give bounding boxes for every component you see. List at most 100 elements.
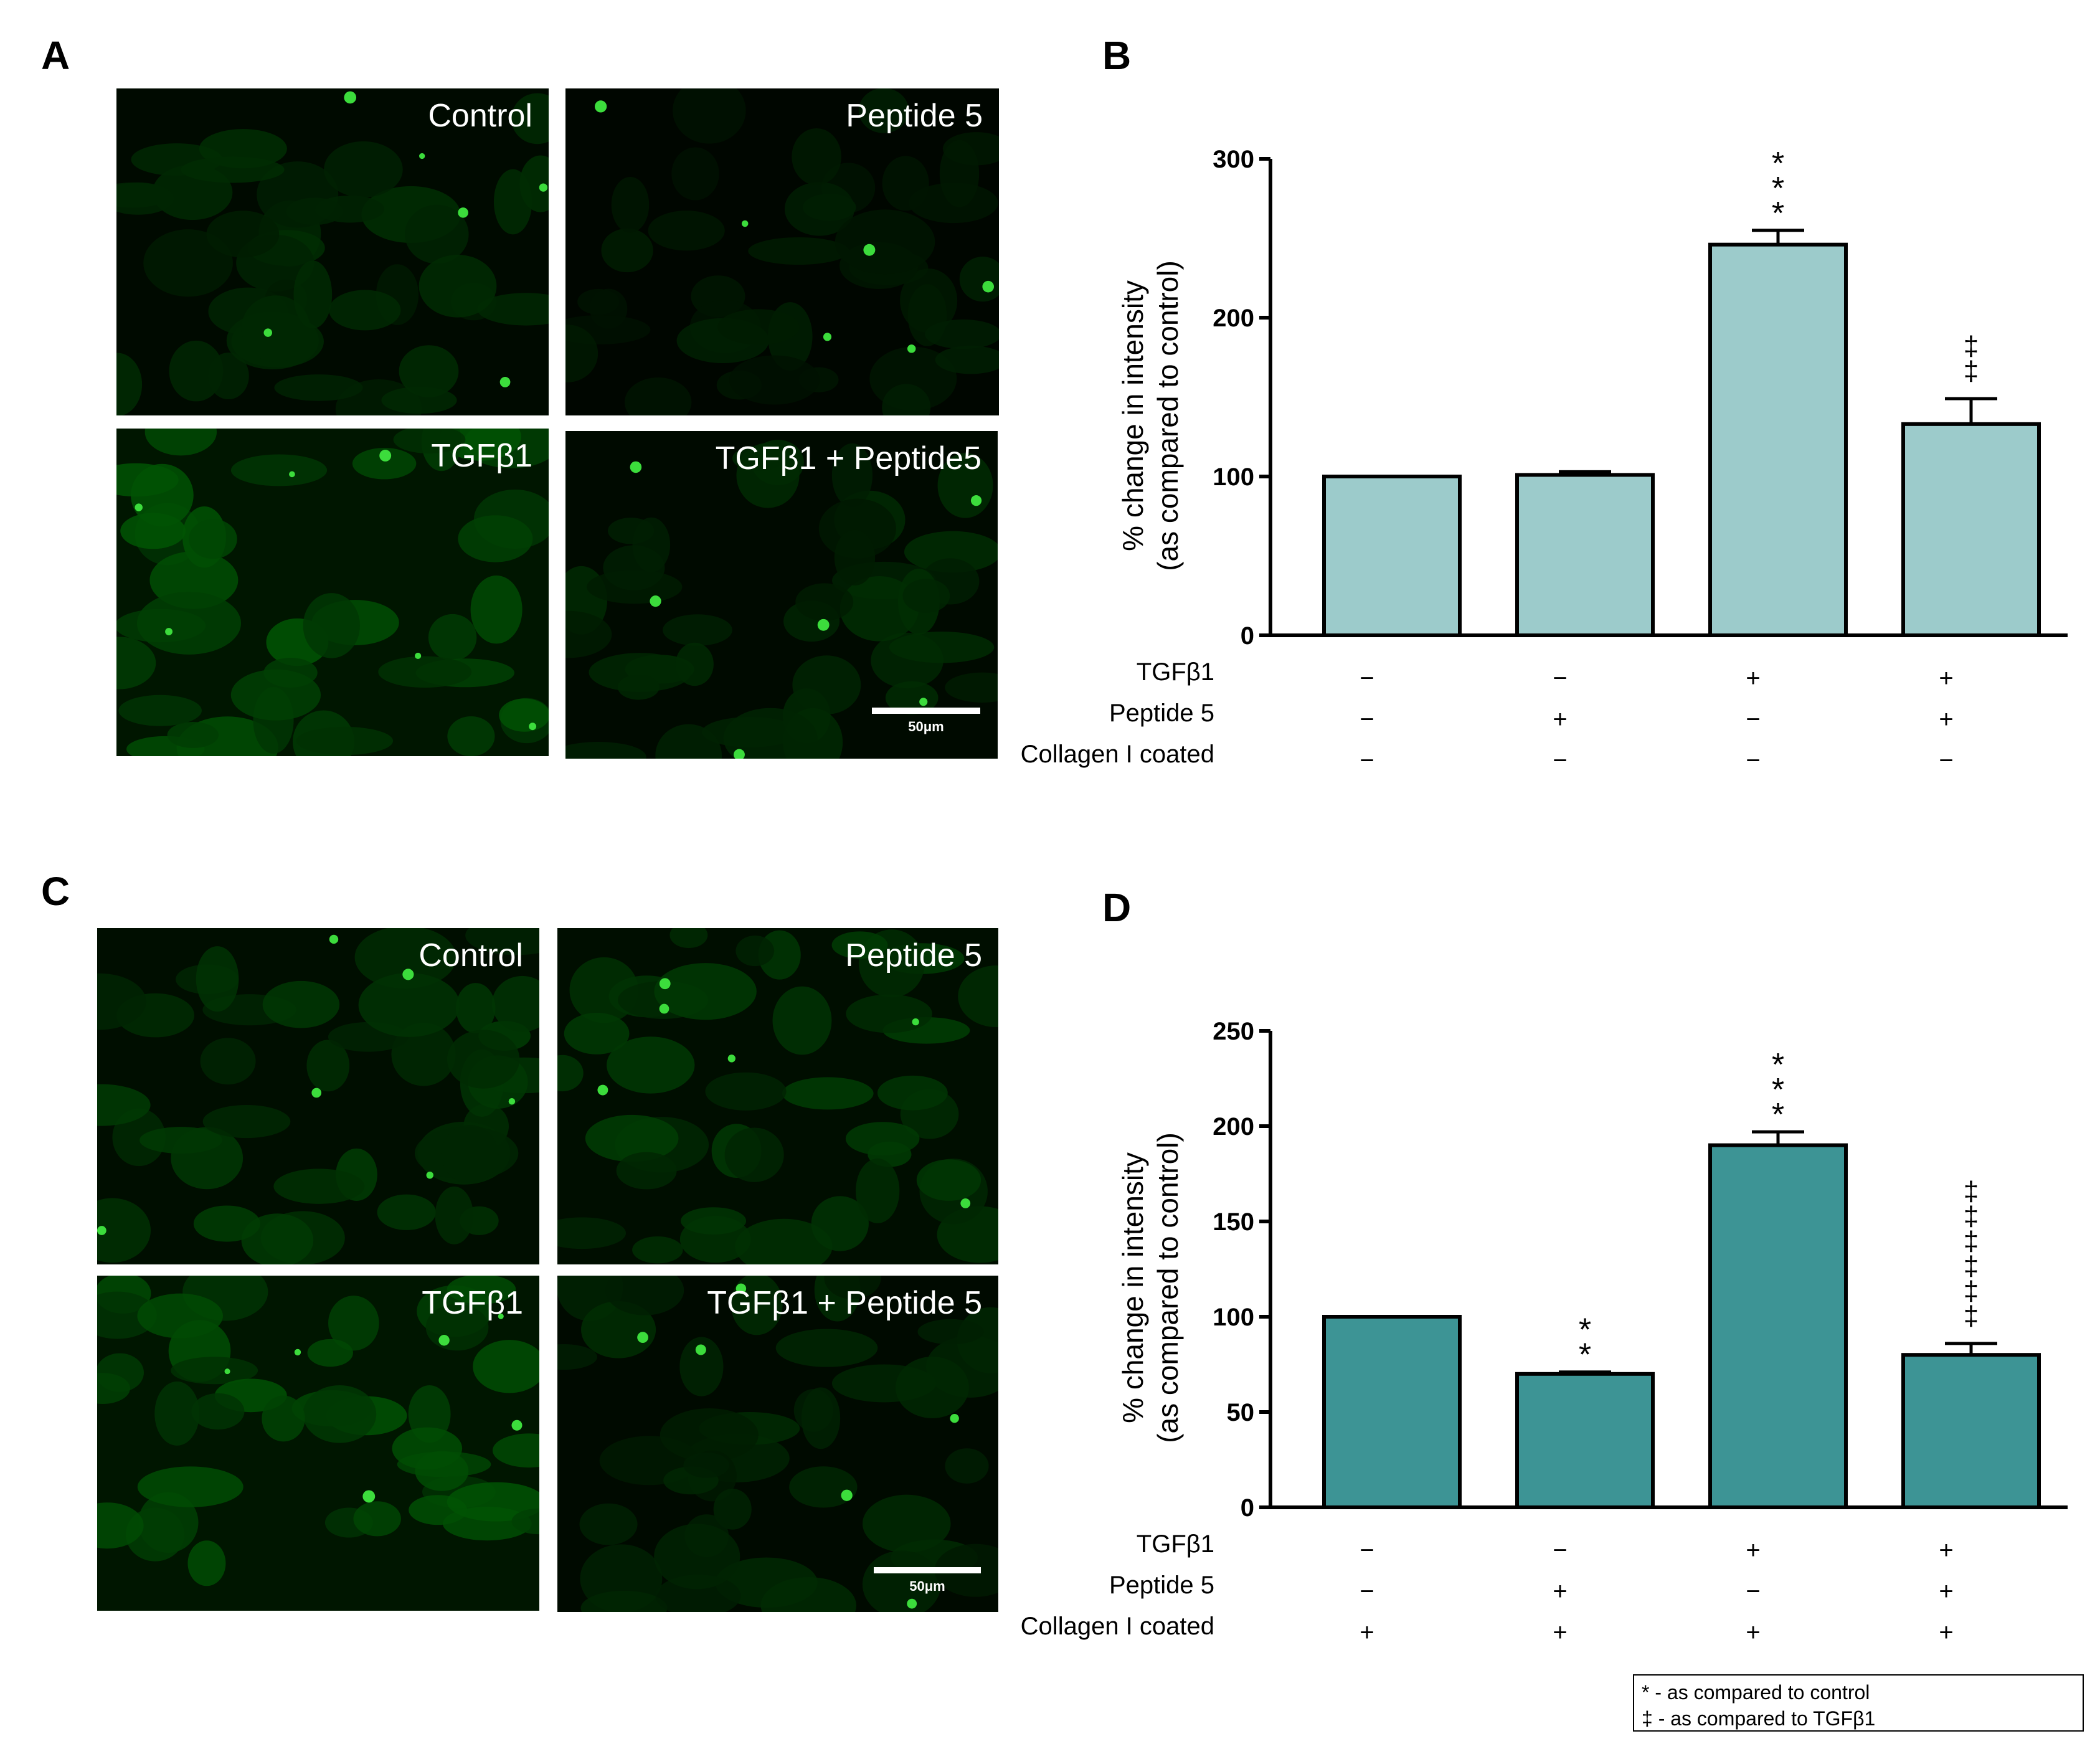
cell-shape [605, 1276, 684, 1316]
micrograph-a-tgfb1: TGFβ1 [116, 429, 549, 756]
cell-shape [945, 672, 998, 703]
condition-label: Collagen I coated [1021, 1613, 1214, 1640]
cell-shape [671, 147, 719, 201]
cell-shape [273, 1169, 365, 1204]
cell-shape [303, 1385, 377, 1443]
panel-letter-a: A [41, 33, 70, 78]
y-tick-label: 250 [1213, 1018, 1254, 1045]
cell-shape [862, 1494, 951, 1553]
cell-shape [435, 1186, 474, 1244]
bright-puncta [823, 333, 832, 341]
cell-shape [293, 260, 333, 329]
cell-shape [200, 1038, 256, 1085]
significance-marker: * [1772, 1047, 1784, 1083]
cell-shape [775, 1329, 878, 1367]
micrograph-a-control: Control [116, 88, 549, 415]
cell-shape [882, 156, 929, 211]
condition-sign: − [1746, 706, 1760, 733]
bright-puncta [529, 723, 537, 731]
micrograph-c-control: Control [97, 928, 539, 1264]
micrograph-image [557, 928, 998, 1264]
cell-shape [97, 1291, 157, 1339]
bright-puncta [379, 450, 392, 462]
cell-shape [654, 963, 757, 1020]
bright-puncta [695, 1344, 706, 1355]
cell-shape [286, 197, 344, 225]
cell-shape [441, 1125, 499, 1184]
cell-shape [447, 1482, 539, 1522]
bar [1708, 1143, 1848, 1510]
cell-shape [580, 1590, 668, 1612]
bright-puncta [982, 280, 995, 293]
cell-shape [381, 386, 457, 414]
cell-shape [660, 1408, 759, 1462]
cell-shape [654, 1524, 740, 1590]
cell-shape [824, 1276, 881, 1299]
cell-shape [262, 980, 340, 1028]
cell-shape [296, 726, 394, 756]
cell-shape [465, 928, 539, 955]
cell-shape [713, 1489, 752, 1530]
cell-shape [306, 1040, 350, 1092]
cell-shape [352, 448, 417, 480]
cell-shape [655, 724, 722, 759]
scale-bar [872, 708, 980, 714]
cell-shape [447, 716, 495, 756]
condition-label: TGFβ1 [1137, 658, 1214, 686]
cell-shape [565, 742, 646, 759]
cell-shape [792, 655, 861, 714]
cell-shape [935, 346, 999, 374]
cell-shape [895, 1357, 969, 1418]
cell-shape [169, 340, 224, 402]
cell-shape [557, 1055, 584, 1092]
cell-shape [116, 353, 143, 415]
cell-shape [358, 973, 460, 1037]
cell-shape [856, 1158, 900, 1223]
condition-sign: − [1746, 747, 1760, 774]
bright-puncta [841, 1489, 853, 1501]
bar [1515, 1372, 1655, 1509]
y-tick-label: 0 [1241, 622, 1254, 650]
cell-shape [392, 1427, 463, 1470]
cell-shape [579, 1503, 638, 1545]
cell-shape [354, 928, 456, 989]
cell-shape [717, 309, 800, 345]
significance-marker: ‡ [1964, 331, 1979, 361]
cell-shape [557, 1344, 597, 1370]
bright-puncta [741, 220, 749, 227]
cell-shape [473, 1340, 539, 1393]
cell-shape [811, 1196, 869, 1251]
y-tick-label: 100 [1213, 463, 1254, 491]
significance-marker: ‡ [1964, 1301, 1979, 1331]
condition-sign: − [1360, 1537, 1374, 1564]
y-tick-label: 0 [1241, 1494, 1254, 1522]
scale-bar-label: 50μm [908, 719, 944, 734]
bright-puncta [294, 1349, 301, 1356]
micrograph-c-peptide5: Peptide 5 [557, 928, 998, 1264]
cell-shape [617, 674, 660, 700]
cell-shape [456, 983, 496, 1034]
cell-shape [889, 631, 995, 663]
bright-puncta [311, 1088, 321, 1098]
cell-shape [393, 429, 466, 454]
cell-shape [831, 443, 873, 508]
bright-puncta [419, 153, 425, 159]
condition-sign: − [1746, 1578, 1760, 1605]
bar [1901, 1353, 2041, 1510]
significance-marker: * [1772, 171, 1784, 207]
micrograph-a-tgfb1-peptide5: TGFβ1 + Peptide5 50μm [565, 431, 998, 759]
cell-shape [632, 1236, 683, 1264]
bright-puncta [224, 1368, 230, 1375]
cell-shape [925, 319, 999, 349]
cell-shape [683, 1452, 730, 1478]
cell-shape [748, 237, 849, 265]
cell-shape [447, 1030, 520, 1089]
y-tick-label: 200 [1213, 1113, 1254, 1140]
bright-puncta [727, 1055, 735, 1063]
bright-puncta [637, 1332, 648, 1343]
y-axis-label: (as compared to control) [1152, 260, 1184, 571]
cell-shape [171, 1357, 258, 1385]
cell-shape [477, 293, 549, 326]
bright-puncta [135, 503, 143, 511]
micrograph-label: TGFβ1 [422, 1285, 523, 1321]
